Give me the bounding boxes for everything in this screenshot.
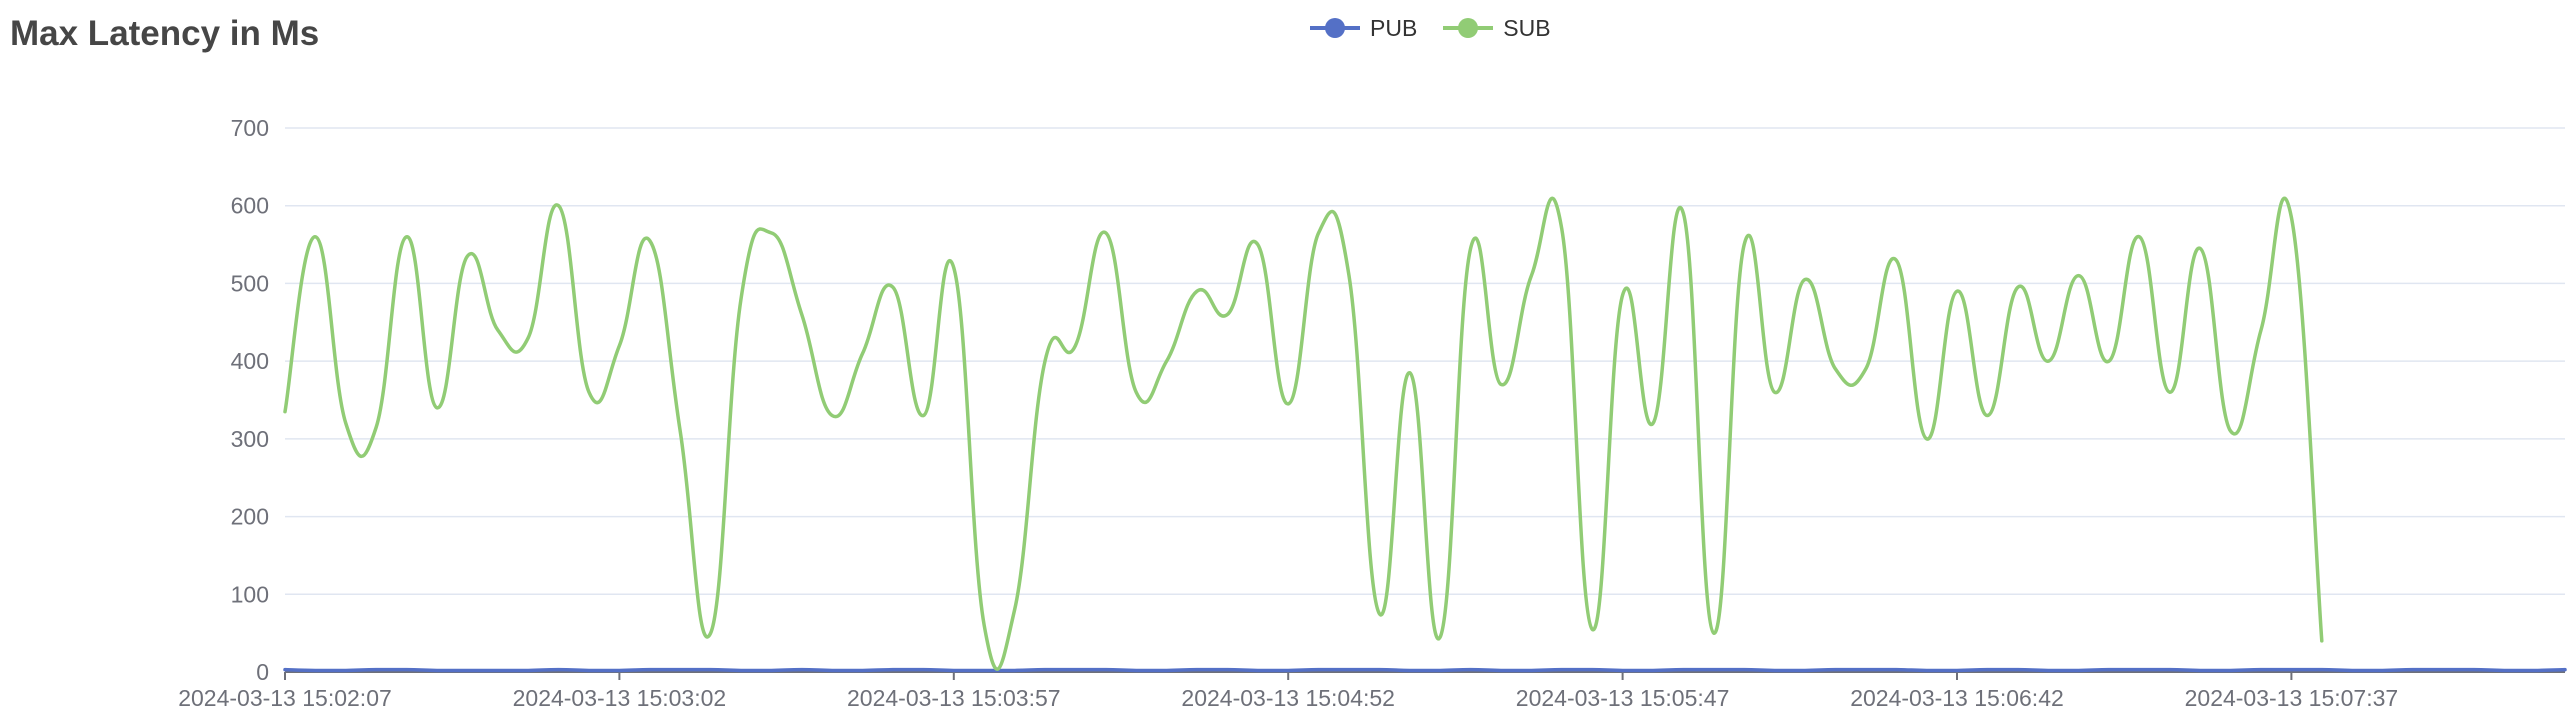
- y-tick-label: 600: [231, 193, 269, 219]
- legend-pub-label: PUB: [1370, 14, 1418, 41]
- series-line-pub: [283, 667, 2567, 673]
- legend-sub-label: SUB: [1503, 14, 1551, 41]
- chart-title: Max Latency in Ms: [10, 14, 320, 53]
- legend-sub-icon: [1443, 18, 1494, 38]
- y-tick-label: 0: [256, 659, 269, 685]
- x-tick-label: 2024-03-13 15:03:02: [513, 685, 727, 711]
- legend-pub-icon: [1310, 18, 1360, 38]
- x-tick-label: 2024-03-13 15:05:47: [1516, 685, 1730, 711]
- x-tick-label: 2024-03-13 15:03:57: [847, 685, 1061, 711]
- x-tick-label: 2024-03-13 15:04:52: [1181, 685, 1395, 711]
- y-tick-label: 400: [231, 348, 269, 374]
- y-tick-label: 700: [231, 115, 269, 141]
- x-tick-label: 2024-03-13 15:02:07: [178, 685, 392, 711]
- y-tick-label: 500: [231, 270, 269, 296]
- legend: PUB SUB: [1310, 14, 1551, 42]
- x-tick-label: 2024-03-13 15:06:42: [1850, 685, 2064, 711]
- y-tick-label: 100: [231, 581, 269, 607]
- y-tick-label: 200: [231, 504, 269, 530]
- legend-item-sub[interactable]: SUB: [1443, 14, 1551, 42]
- x-tick-label: 2024-03-13 15:07:37: [2185, 685, 2399, 711]
- y-tick-label: 300: [231, 426, 269, 452]
- series-line-sub: [283, 196, 2324, 671]
- legend-item-pub[interactable]: PUB: [1310, 14, 1417, 42]
